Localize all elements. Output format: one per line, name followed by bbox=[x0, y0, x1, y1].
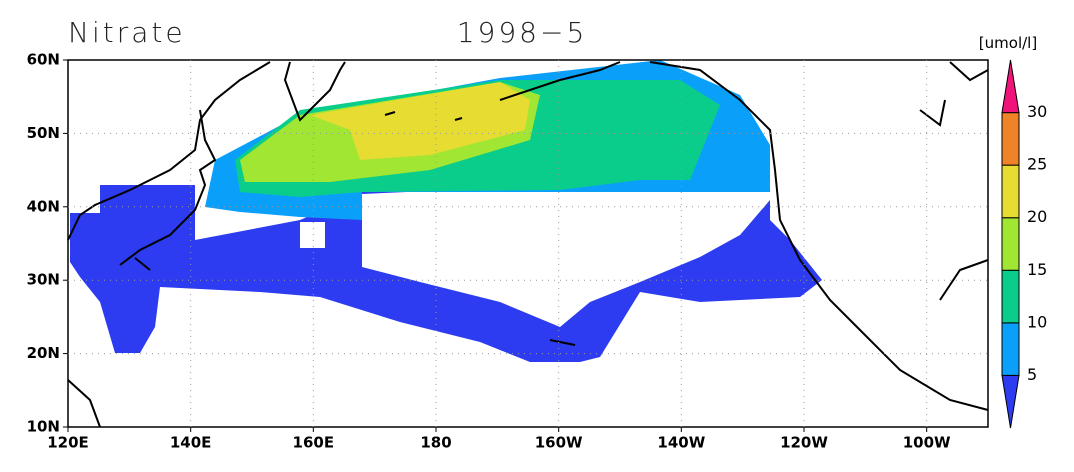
units: [umol/l] bbox=[979, 34, 1037, 52]
date: 1998−5 bbox=[457, 16, 588, 49]
field-empty bbox=[362, 176, 770, 327]
colorbar-segment bbox=[1001, 217, 1020, 271]
title: Nitrate bbox=[68, 16, 186, 49]
coastlines bbox=[67, 61, 989, 428]
lat-label: 50N bbox=[27, 124, 60, 142]
colorbar-label: 30 bbox=[1027, 102, 1047, 121]
colorbar-label: 10 bbox=[1027, 312, 1047, 331]
lon-label: 120E bbox=[47, 434, 89, 452]
lat-label: 40N bbox=[27, 197, 60, 215]
lon-label: 160W bbox=[535, 434, 583, 452]
colorbar-segment bbox=[1001, 164, 1020, 219]
field bbox=[70, 60, 822, 362]
colorbar-segment bbox=[1001, 112, 1020, 166]
lon-label: 160E bbox=[293, 434, 335, 452]
colorbar-segment bbox=[1001, 374, 1020, 429]
map-frame bbox=[67, 59, 989, 428]
lon-label: 120W bbox=[780, 434, 828, 452]
lon-label: 100W bbox=[903, 434, 951, 452]
coastline bbox=[67, 61, 346, 241]
coastline bbox=[67, 61, 989, 428]
colorbar-label: 25 bbox=[1027, 155, 1047, 174]
lon-label: 140W bbox=[657, 434, 705, 452]
lon-label: 140E bbox=[170, 434, 212, 452]
lat-label: 20N bbox=[27, 344, 60, 362]
colorbar-label: 15 bbox=[1027, 260, 1047, 279]
colorbar-segment bbox=[1001, 59, 1020, 114]
coastline bbox=[499, 61, 989, 411]
coastline bbox=[384, 111, 576, 346]
coastline bbox=[119, 109, 217, 271]
field-empty bbox=[300, 222, 325, 248]
colorbar-label: 5 bbox=[1027, 365, 1037, 384]
lat-label: 30N bbox=[27, 271, 60, 289]
colorbar-segment bbox=[1001, 322, 1020, 376]
colorbar-segment bbox=[1001, 269, 1020, 324]
field-25 bbox=[310, 82, 530, 160]
lat-label: 60N bbox=[27, 51, 60, 69]
lon-label: 180 bbox=[420, 434, 451, 452]
colorbar-label: 20 bbox=[1027, 207, 1047, 226]
lat-label: 10N bbox=[27, 418, 60, 436]
